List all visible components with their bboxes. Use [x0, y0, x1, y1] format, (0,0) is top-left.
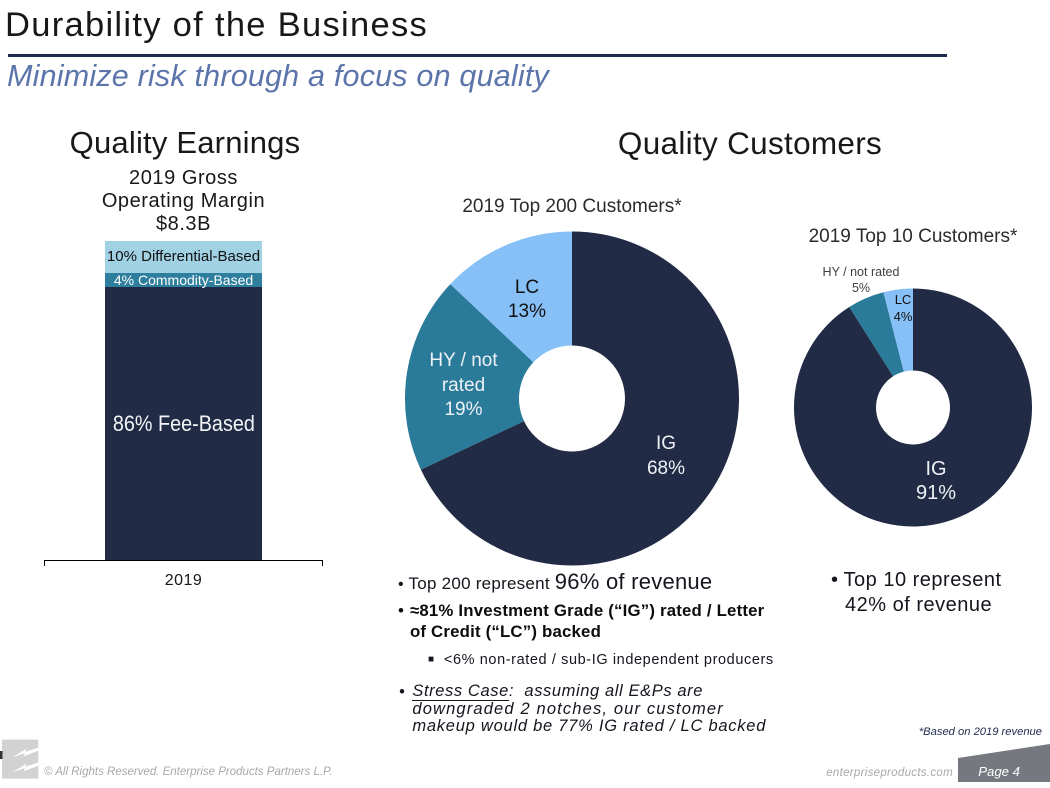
svg-text:enterpriseproducts.com: enterpriseproducts.com [826, 767, 953, 779]
svg-text:Page 4: Page 4 [978, 764, 1020, 779]
svg-text:© All Rights Reserved. Enterpr: © All Rights Reserved. Enterprise Produc… [44, 766, 332, 778]
